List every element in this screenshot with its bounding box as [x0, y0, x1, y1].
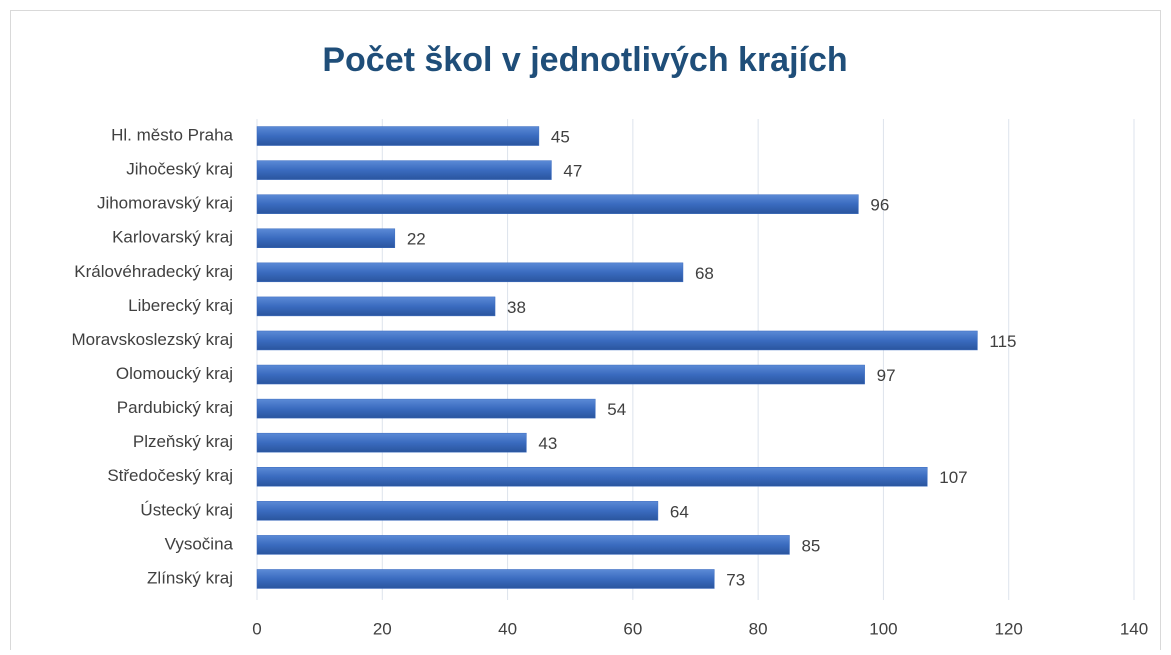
- data-label: 107: [939, 468, 967, 487]
- bar: [256, 330, 978, 351]
- x-tick-label: 100: [869, 619, 897, 638]
- y-tick-label: Vysočina: [165, 534, 234, 553]
- data-label: 38: [507, 298, 526, 317]
- bar: [256, 364, 865, 385]
- y-tick-label: Olomoucký kraj: [116, 364, 233, 383]
- x-tick-label: 80: [749, 619, 768, 638]
- bar: [256, 398, 596, 419]
- data-label: 68: [695, 264, 714, 283]
- data-label: 97: [877, 366, 896, 385]
- bar: [256, 467, 928, 487]
- y-tick-label: Zlínský kraj: [147, 568, 233, 587]
- bar: [256, 296, 496, 317]
- data-label: 47: [563, 162, 582, 181]
- data-label: 85: [801, 536, 820, 555]
- x-tick-label: 40: [498, 619, 517, 638]
- y-tick-label: Plzeňský kraj: [133, 432, 233, 451]
- x-tick-label: 140: [1120, 619, 1148, 638]
- y-tick-label: Středočeský kraj: [107, 466, 233, 485]
- data-label: 96: [870, 196, 889, 215]
- bar: [256, 535, 790, 555]
- data-label: 22: [407, 230, 426, 249]
- data-label: 45: [551, 128, 570, 147]
- x-tick-label: 60: [623, 619, 642, 638]
- chart-title: Počet škol v jednotlivých krajích: [322, 41, 847, 79]
- data-label: 73: [726, 570, 745, 589]
- y-tick-label: Karlovarský kraj: [112, 228, 233, 247]
- x-tick-label: 20: [373, 619, 392, 638]
- bar: [256, 194, 859, 214]
- bar: [256, 228, 396, 248]
- y-tick-label: Moravskoslezský kraj: [71, 330, 233, 349]
- y-tick-label: Hl. město Praha: [111, 126, 233, 145]
- bar: [256, 160, 552, 180]
- data-label: 54: [607, 400, 626, 419]
- y-tick-label: Jihomoravský kraj: [97, 194, 233, 213]
- bar: [256, 432, 527, 453]
- data-label: 115: [989, 332, 1016, 351]
- x-tick-label: 120: [995, 619, 1023, 638]
- y-tick-label: Liberecký kraj: [128, 296, 233, 315]
- bar: [256, 501, 659, 521]
- data-label: 64: [670, 502, 689, 521]
- bar: [256, 262, 684, 283]
- bar: [256, 126, 540, 146]
- data-label: 43: [538, 434, 557, 453]
- y-tick-label: Ústecký kraj: [140, 500, 233, 519]
- x-tick-label: 0: [252, 619, 261, 638]
- bar: [256, 569, 715, 589]
- y-tick-label: Jihočeský kraj: [126, 160, 233, 179]
- y-tick-label: Pardubický kraj: [117, 398, 233, 417]
- y-tick-label: Královéhradecký kraj: [74, 262, 233, 281]
